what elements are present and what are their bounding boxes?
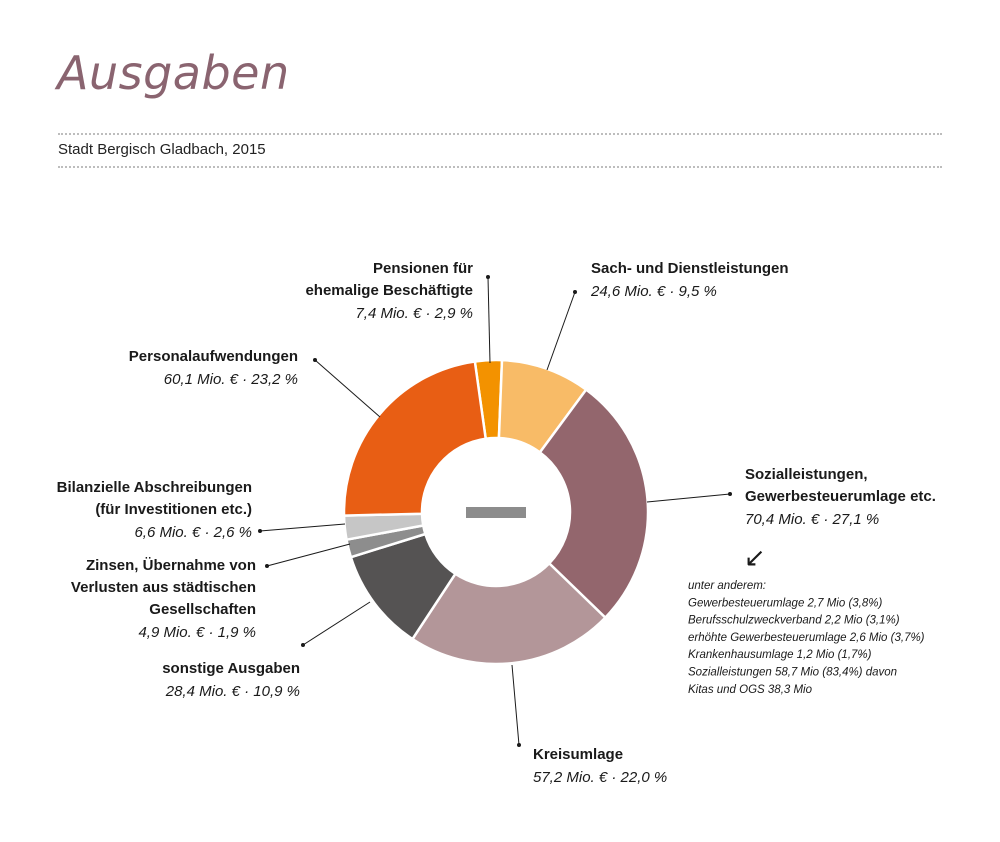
leader-lines [258, 275, 732, 747]
leader-dot-personal [313, 358, 317, 362]
donut-slices [342, 358, 650, 666]
leader-line-zinsen [266, 543, 351, 567]
slice-label-zinsen: Gesellschaften [149, 601, 256, 618]
leader-dot-abschreibungen [258, 529, 262, 533]
slice-sozial [538, 387, 650, 620]
slice-label-personal: Personalaufwendungen [129, 348, 298, 365]
leader-line-personal [314, 359, 381, 418]
slice-label-abschreibungen: Bilanzielle Abschreibungen [57, 479, 252, 496]
leader-dot-sach [573, 290, 577, 294]
leader-line-kreis [511, 664, 520, 746]
leader-dot-kreis [517, 743, 521, 747]
divider-bottom [58, 166, 942, 168]
slice-label-sach: Sach- und Dienstleistungen [591, 260, 789, 277]
leader-dot-sozial [728, 492, 732, 496]
slice-label-sozial: Sozialleistungen, [745, 466, 868, 483]
slice-label-sozial: Gewerbesteuerumlage etc. [745, 488, 936, 505]
leader-line-sonstige [302, 601, 371, 646]
leader-line-pensionen [487, 276, 491, 364]
leader-dot-sonstige [301, 643, 305, 647]
annotation-line: erhöhte Gewerbesteuerumlage 2,6 Mio (3,7… [688, 632, 925, 644]
leader-line-abschreibungen [259, 523, 346, 532]
slice-label-kreis: Kreisumlage [533, 746, 623, 763]
slice-personal [342, 360, 488, 517]
slice-value-sozial: 70,4 Mio. € · 27,1 % [745, 511, 879, 528]
slice-value-sach: 24,6 Mio. € · 9,5 % [590, 283, 717, 300]
slice-label-sonstige: sonstige Ausgaben [162, 660, 300, 677]
leader-dot-pensionen [486, 275, 490, 279]
leader-line-sozial [646, 493, 731, 503]
annotation-line: Sozialleistungen 58,7 Mio (83,4%) davon [688, 667, 897, 679]
slice-value-abschreibungen: 6,6 Mio. € · 2,6 % [134, 524, 252, 541]
slice-label-abschreibungen: (für Investitionen etc.) [95, 501, 252, 518]
slice-value-personal: 60,1 Mio. € · 23,2 % [164, 371, 298, 388]
annotation-line: Berufsschulzweckverband 2,2 Mio (3,1%) [688, 615, 900, 627]
slice-label-zinsen: Verlusten aus städtischen [71, 579, 256, 596]
slice-value-kreis: 57,2 Mio. € · 22,0 % [533, 769, 667, 786]
sozial-annotation: ↙ unter anderem: Gewerbesteuerumlage 2,7 M… [688, 543, 925, 696]
annotation-line: Krankenhausumlage 1,2 Mio (1,7%) [688, 649, 872, 661]
annotation-line: Kitas und OGS 38,3 Mio [688, 684, 813, 696]
divider-top [58, 133, 942, 135]
annotation-arrow-icon: ↙ [744, 543, 766, 573]
slice-label-pensionen: Pensionen für [373, 260, 473, 277]
slice-labels: Pensionen für ehemalige Beschäftigte 7,4 M… [57, 260, 936, 786]
slice-label-zinsen: Zinsen, Übernahme von [86, 557, 256, 574]
slice-value-pensionen: 7,4 Mio. € · 2,9 % [355, 305, 473, 322]
leader-line-sach [546, 291, 576, 371]
slice-kreis [410, 561, 608, 666]
slice-value-sonstige: 28,4 Mio. € · 10,9 % [165, 683, 300, 700]
leader-dot-zinsen [265, 564, 269, 568]
annotation-line: unter anderem: [688, 580, 766, 592]
page-title: Ausgaben [57, 46, 290, 100]
page-subtitle: Stadt Bergisch Gladbach, 2015 [58, 141, 266, 158]
center-dash-mark [466, 507, 526, 518]
slice-value-zinsen: 4,9 Mio. € · 1,9 % [138, 624, 256, 641]
annotation-line: Gewerbesteuerumlage 2,7 Mio (3,8%) [688, 597, 882, 609]
slice-label-pensionen: ehemalige Beschäftigte [305, 282, 473, 299]
